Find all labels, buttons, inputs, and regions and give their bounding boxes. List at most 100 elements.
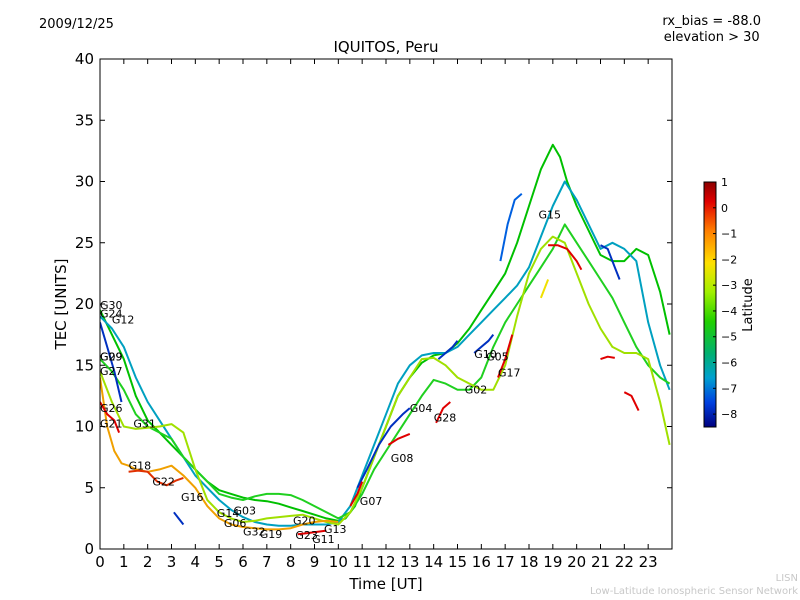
series-line-8 [173,511,185,526]
series-line-18 [600,355,615,361]
x-tick-label: 9 [310,553,320,571]
satellite-label-g12: G12 [112,314,135,327]
x-tick-label: 14 [424,553,443,571]
x-tick-label: 15 [448,553,467,571]
y-axis-label: TEC [UNITS] [52,259,70,351]
footer-lisn: LISN [775,573,798,584]
satellite-label-g04: G04 [410,402,433,415]
colorbar-ticks: 1 0 −1 −2 −3 −4 −5 −6 −7 −8 [713,176,737,421]
series-line-6 [128,469,184,487]
y-tick-label: 15 [75,356,94,374]
y-tick-label: 35 [75,111,94,129]
satellite-label-g24: G24 [100,308,123,321]
satellite-label-g08: G08 [391,452,414,465]
elevation-label: elevation > 30 [663,30,760,45]
series-line-21 [349,481,364,507]
x-tick-label: 20 [567,553,586,571]
x-tick-label: 1 [119,553,129,571]
x-tick-label: 12 [376,553,395,571]
series-line-10 [437,340,459,360]
colorbar-tick-label: −7 [721,382,737,395]
series-line-17 [548,244,583,271]
satellite-label-g31: G31 [133,418,156,431]
x-tick-label: 0 [95,553,105,571]
series-line-2 [100,223,671,520]
satellite-label-g30: G30 [100,299,123,312]
rx-bias-label: rx_bias = -88.0 [662,14,761,29]
series-line-5 [100,401,121,433]
footer-network: Low-Latitude Ionospheric Sensor Network [590,586,798,597]
satellite-label-g11: G11 [312,533,335,546]
satellite-label-g22: G22 [152,475,175,488]
series-line-20 [297,529,327,536]
x-tick-label: 19 [543,553,562,571]
series-line-13 [600,244,621,280]
x-tick-label: 22 [615,553,634,571]
colorbar-tick-label: −8 [721,408,737,421]
colorbar-tick-label: −3 [721,279,737,292]
x-tick-label: 10 [329,553,348,571]
series-line-16 [497,334,514,378]
satellite-label-g14: G14 [217,507,240,520]
satellite-label-g23: G23 [295,529,318,542]
satellite-label-g32: G32 [243,526,266,539]
x-tick-label: 6 [238,553,248,571]
satellite-label-g21: G21 [100,418,123,431]
series-line-12 [499,193,523,262]
series-line-3 [100,235,671,526]
plot-frame [99,58,673,550]
x-tick-label: 11 [353,553,372,571]
satellite-label-g19: G19 [260,528,283,541]
colorbar-tick-label: 0 [721,202,728,215]
satellite-label-g16: G16 [181,491,204,504]
satellite-label-g10: G10 [474,348,497,361]
colorbar-tick-label: −6 [721,357,737,370]
x-tick-label: 4 [191,553,201,571]
chart-title: IQUITOS, Peru [333,38,438,56]
x-axis-label: Time [UT] [348,575,422,593]
satellite-label-g18: G18 [129,459,152,472]
x-tick-label: 13 [400,553,419,571]
colorbar-tick-label: −4 [721,305,737,318]
colorbar-label: Latitude [741,278,756,332]
y-tick-label: 0 [84,540,94,558]
satellite-label-g26: G26 [100,402,123,415]
x-tick-label: 8 [286,553,296,571]
x-tick-label: 18 [519,553,538,571]
colorbar-tick-label: −1 [721,228,737,241]
colorbar-tick-label: 1 [721,176,728,189]
x-tick-label: 23 [639,553,658,571]
satellite-label-g27: G27 [100,365,123,378]
colorbar-tick-label: −2 [721,253,737,266]
satellite-label-g28: G28 [434,412,457,425]
colorbar [703,181,717,428]
y-tick-label: 10 [75,418,94,436]
y-tick-label: 25 [75,234,94,252]
series-line-4 [100,377,339,531]
y-tick-label: 20 [75,295,94,313]
satellite-label-g03: G03 [234,505,257,518]
parameter-info: rx_bias = -88.0 elevation > 30 [662,14,761,46]
x-tick-label: 7 [262,553,272,571]
colorbar-tick-label: −5 [721,331,737,344]
axes: 0 1 2 3 4 5 6 7 8 9 10 11 12 13 14 15 16 17 18 19 20 21 22 2305… [75,50,672,571]
x-tick-label: 3 [167,553,177,571]
series-line-22 [539,279,550,299]
x-tick-label: 5 [214,553,224,571]
series-line-11 [473,333,495,354]
satellite-label-g07: G07 [360,495,383,508]
series-line-14 [387,432,411,446]
series-line-1 [100,180,671,527]
y-tick-label: 40 [75,50,94,68]
satellite-label-g20: G20 [293,515,316,528]
series-line-15 [435,401,451,424]
x-tick-label: 16 [472,553,491,571]
x-tick-label: 17 [496,553,515,571]
y-tick-label: 5 [84,479,94,497]
satellite-label-g05: G05 [486,350,509,363]
satellite-label-g09: G09 [100,350,123,363]
series-line-7 [100,322,123,403]
date-label: 2009/12/25 [39,17,114,32]
